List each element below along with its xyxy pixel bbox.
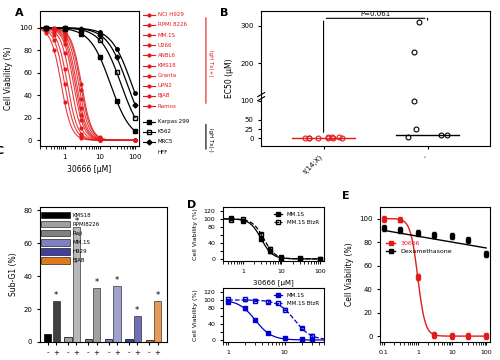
Text: *: * <box>54 291 58 300</box>
X-axis label: 30666 [μM]: 30666 [μM] <box>68 165 112 174</box>
Text: *: * <box>94 278 99 287</box>
Bar <box>64 337 71 342</box>
Y-axis label: Cell Viability (%): Cell Viability (%) <box>193 289 198 341</box>
Bar <box>146 340 153 342</box>
Bar <box>93 288 100 342</box>
Text: IgH Tx(-): IgH Tx(-) <box>208 128 213 152</box>
Text: K562: K562 <box>158 129 172 134</box>
Y-axis label: EC50 (μM): EC50 (μM) <box>226 59 234 98</box>
X-axis label: 30666 [μM]: 30666 [μM] <box>253 279 294 286</box>
Text: MM.1S: MM.1S <box>158 33 176 38</box>
Bar <box>44 334 52 342</box>
Bar <box>73 226 80 342</box>
Text: NCI H929: NCI H929 <box>158 12 184 17</box>
Text: B: B <box>220 8 228 18</box>
Text: *: * <box>115 276 119 285</box>
Text: D: D <box>188 200 196 210</box>
Bar <box>41 221 70 228</box>
Bar <box>85 339 92 342</box>
Text: KMS18: KMS18 <box>72 212 91 217</box>
Bar <box>41 230 70 237</box>
Text: HFF: HFF <box>158 149 168 154</box>
Y-axis label: Cell Viability (%): Cell Viability (%) <box>193 208 198 260</box>
Y-axis label: Sub-G1 (%): Sub-G1 (%) <box>9 253 18 296</box>
Text: Granta: Granta <box>158 73 177 78</box>
Legend: 30666, Dexamethasone: 30666, Dexamethasone <box>384 238 454 257</box>
Text: Ramos: Ramos <box>158 104 176 109</box>
Text: IgH Tx(+): IgH Tx(+) <box>208 50 213 76</box>
Text: U266: U266 <box>158 43 172 48</box>
Legend: MM.1S, MM.1S BtzR: MM.1S, MM.1S BtzR <box>272 291 322 308</box>
Text: *: * <box>74 217 78 226</box>
Text: BJAB: BJAB <box>72 258 85 263</box>
Text: Karpas 299: Karpas 299 <box>158 119 189 124</box>
Text: KMS18: KMS18 <box>158 63 176 68</box>
Text: BJAB: BJAB <box>158 94 170 99</box>
Text: *: * <box>135 306 140 315</box>
Bar <box>41 212 70 219</box>
Text: H929: H929 <box>72 249 87 254</box>
Bar <box>134 316 141 342</box>
Text: UPN2: UPN2 <box>158 83 172 88</box>
Text: *: * <box>156 291 160 300</box>
Bar <box>154 301 161 342</box>
Bar <box>41 257 70 264</box>
Bar <box>41 248 70 255</box>
Text: A: A <box>15 8 24 18</box>
Y-axis label: Cell Viability (%): Cell Viability (%) <box>344 243 354 306</box>
Text: MM.1S: MM.1S <box>72 240 90 245</box>
Bar <box>52 301 60 342</box>
Text: MRC5: MRC5 <box>158 139 173 144</box>
Bar <box>126 339 132 342</box>
Legend: MM.1S, MM.1S BtzR: MM.1S, MM.1S BtzR <box>272 210 322 227</box>
Text: ANBL6: ANBL6 <box>158 53 176 58</box>
Text: P=0.061: P=0.061 <box>360 12 390 17</box>
Bar <box>41 239 70 246</box>
Bar <box>105 339 112 342</box>
Y-axis label: Cell Viability (%): Cell Viability (%) <box>4 46 14 110</box>
Text: E: E <box>342 190 349 201</box>
Text: C: C <box>0 146 4 156</box>
Text: RPMI 8226: RPMI 8226 <box>158 22 186 27</box>
Bar <box>114 286 120 342</box>
Text: Raji: Raji <box>72 231 83 236</box>
Text: RPMI8226: RPMI8226 <box>72 222 100 227</box>
